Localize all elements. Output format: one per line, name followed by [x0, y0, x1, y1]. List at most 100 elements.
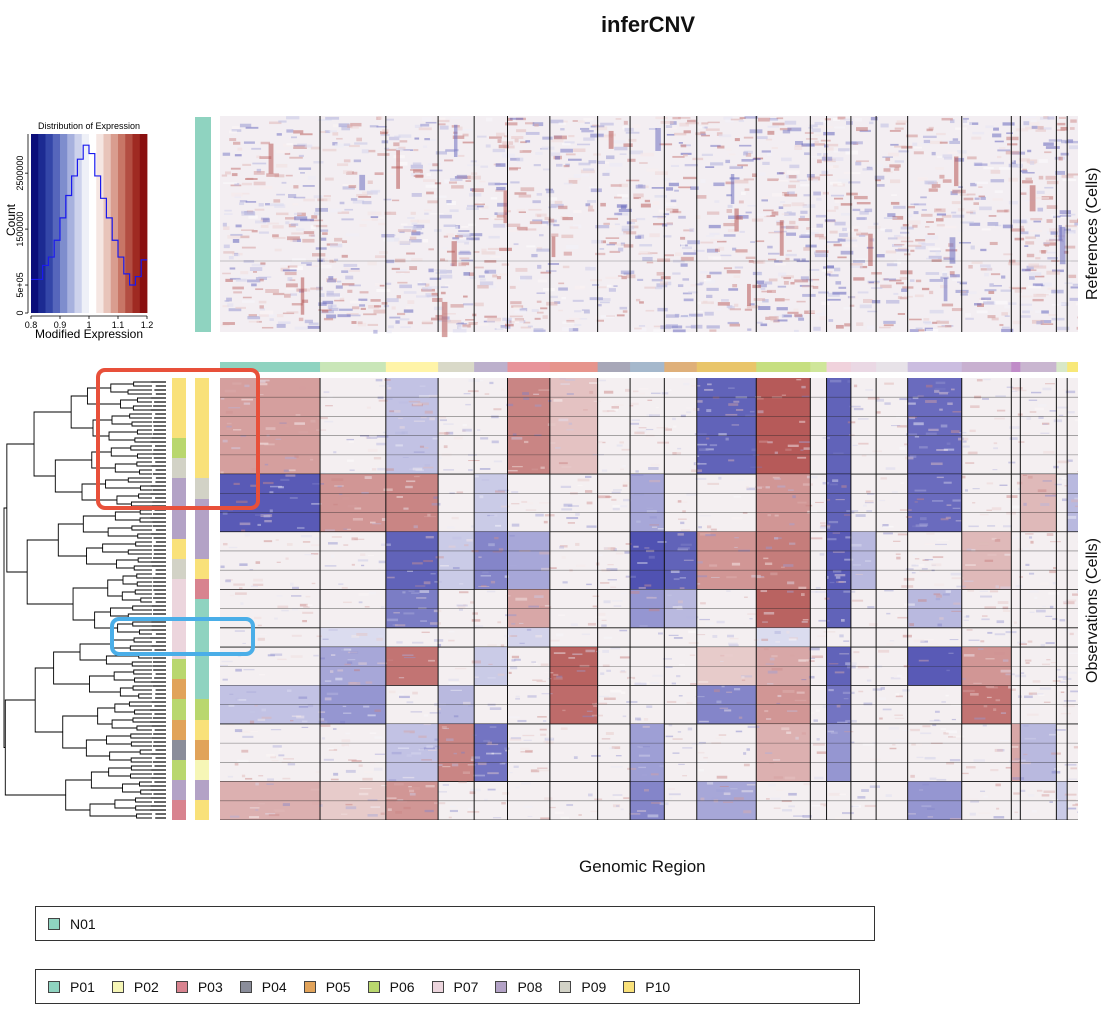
legend-swatch	[367, 980, 380, 993]
legend-item-P04: P04	[239, 979, 287, 995]
chromosome-strip-segment	[907, 362, 963, 372]
annotation-segment-P10	[195, 799, 209, 821]
legend-label: P08	[517, 978, 543, 995]
annotation-segment-P01	[195, 679, 209, 700]
annotation-segment-P10	[172, 398, 186, 419]
genomic-region-label: Genomic Region	[579, 857, 706, 876]
legend-label: N01	[70, 915, 96, 932]
annotation-segment-P06	[172, 759, 186, 781]
histogram-line	[31, 144, 147, 286]
annotation-segment-P03	[172, 799, 186, 821]
observation-block-P10	[220, 378, 1078, 475]
legend-item-N01: N01	[48, 916, 96, 932]
annotation-segment-P07	[172, 599, 186, 620]
chromosome-strip-segment	[597, 362, 631, 372]
chromosome-strip-segment	[474, 362, 509, 372]
annotation-segment-P10	[195, 438, 209, 459]
annotation-segment-P10	[172, 538, 186, 560]
legend-swatch	[111, 980, 124, 993]
legend-label: P06	[389, 978, 415, 995]
histogram-title: Distribution of Expression	[38, 121, 140, 131]
chromosome-strip-segment	[850, 362, 877, 372]
observation-block-P01	[220, 685, 1078, 725]
cnv-heatmap: chr1chr2chr3chr4chr5chr6chr7chr8chr9chr1…	[220, 116, 1078, 820]
legend-item-P09: P09	[559, 979, 606, 995]
chromosome-color-strip	[220, 362, 1078, 372]
annotation-segment-P10	[195, 719, 209, 741]
annotation-segment-P10	[172, 418, 186, 439]
annotation-segment-P05	[195, 739, 209, 761]
legend-item-P06: P06	[367, 978, 415, 995]
legend-swatch	[48, 917, 60, 930]
annotation-segment-P02	[195, 759, 209, 781]
annotation-segment-P09	[172, 458, 186, 479]
references-axis-label: References (Cells)	[1084, 167, 1101, 300]
annotation-segment-P08	[172, 779, 186, 801]
legend-item-P10: P10	[623, 979, 670, 995]
histogram-color-band	[60, 134, 68, 313]
chromosome-strip-segment	[1056, 362, 1068, 372]
histogram-color-band	[81, 134, 90, 313]
annotation-segment-P05	[172, 679, 186, 700]
reference-annotation-bar	[195, 117, 211, 332]
observation-annotation-track-2	[195, 378, 209, 821]
observation-heatmap	[220, 378, 1078, 820]
chromosome-strip-segment	[1067, 362, 1078, 372]
histogram-color-band	[45, 134, 54, 313]
chromosome-strip-segment	[320, 362, 387, 372]
observation-block-P10	[220, 589, 1078, 629]
histogram-color-band	[31, 134, 39, 313]
chromosome-strip-segment	[961, 362, 1012, 372]
histogram-ylabel: Count	[4, 203, 18, 236]
legend-swatch	[239, 980, 252, 993]
annotation-segment-P08	[195, 779, 209, 801]
histogram-color-band	[74, 134, 83, 313]
annotation-segment-P01	[195, 659, 209, 680]
histogram-color-band	[110, 134, 119, 313]
reference-heatmap	[220, 116, 1078, 338]
histogram-y-tick: 5e+05	[15, 272, 25, 297]
legend-label: P02	[133, 978, 159, 995]
chromosome-strip-segment	[876, 362, 909, 372]
histogram-x-tick: 1.2	[141, 320, 154, 330]
histogram-color-band	[52, 134, 61, 313]
histogram-x-tick: 1.1	[112, 320, 125, 330]
legend-item-P07: P07	[431, 979, 478, 995]
chromosome-strip-segment	[1020, 362, 1057, 372]
histogram-color-band	[89, 134, 97, 313]
chromosome-strip-segment	[507, 362, 551, 372]
chart-title: inferCNV	[600, 12, 696, 37]
chromosome-strip-segment	[664, 362, 698, 372]
legend-item-P03: P03	[175, 979, 223, 995]
chromosome-strip-segment	[549, 362, 599, 372]
blue-highlight-box	[110, 617, 255, 656]
chromosome-strip-segment	[810, 362, 828, 372]
chromosome-strip-segment	[220, 362, 321, 372]
histogram-y-tick: 0	[15, 310, 25, 315]
chromosome-strip-segment	[826, 362, 852, 372]
annotation-segment-P09	[172, 558, 186, 580]
legend-swatch	[175, 980, 188, 993]
annotation-segment-P06	[195, 699, 209, 721]
histogram-color-band	[67, 134, 75, 313]
legend-label: P10	[645, 978, 671, 995]
histogram-x-tick: 0.9	[54, 320, 67, 330]
annotation-segment-P08	[172, 478, 186, 500]
chromosome-boundaries	[319, 116, 1068, 820]
histogram-y-tick: 2500000	[15, 156, 25, 191]
red-highlight-box	[96, 368, 260, 510]
histogram-color-band	[103, 134, 112, 313]
legend-swatch	[48, 980, 60, 993]
chromosome-strip-segment	[696, 362, 757, 372]
annotation-segment-P10	[195, 418, 209, 439]
legend-swatch	[559, 980, 572, 993]
annotation-segment-P10	[172, 378, 186, 399]
annotation-segment-P10	[195, 398, 209, 419]
annotation-segment-P09	[195, 478, 209, 500]
annotation-segment-P01	[195, 619, 209, 640]
histogram-xlabel: Modified Expression	[35, 327, 143, 341]
legend-label: P09	[581, 978, 607, 995]
legend-label: P05	[325, 978, 351, 995]
chromosome-strip-segment	[438, 362, 475, 372]
histogram-color-band	[125, 134, 133, 313]
